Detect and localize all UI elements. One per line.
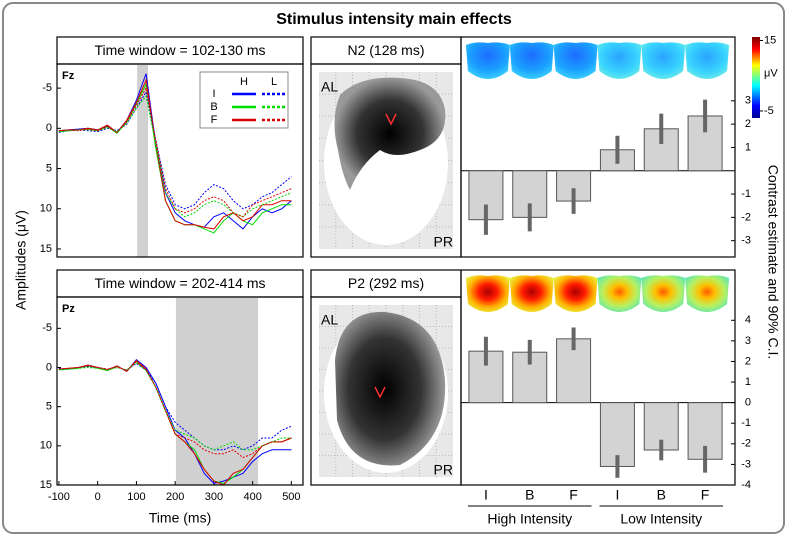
panel-title: Time window = 102-130 ms [94, 42, 265, 58]
legend-column: L [271, 76, 277, 88]
legend-row: B [210, 101, 217, 113]
y-tick-label: 5 [46, 162, 52, 174]
y-tick-label: 3 [745, 95, 751, 107]
x-tick-label: -100 [48, 491, 70, 503]
orientation-label: AL [321, 79, 338, 95]
y-tick-label: 0 [46, 122, 52, 134]
channel-label: Fz [62, 70, 75, 82]
topomap [685, 42, 730, 79]
colorbar [752, 37, 760, 118]
source-activation [334, 77, 446, 190]
y-tick-label: -2 [741, 438, 751, 450]
y-tick-label: -5 [42, 322, 52, 334]
topomap [553, 42, 598, 79]
x-tick-label: 100 [127, 491, 145, 503]
y-axis-label: Amplitudes (μV) [13, 210, 29, 310]
topomap [641, 42, 686, 79]
colorbar-tick-label: -5 [764, 105, 774, 117]
y-tick-label: -1 [741, 417, 751, 429]
y-tick-label: 15 [40, 479, 52, 491]
topomap [641, 275, 686, 312]
legend-row: F [211, 114, 218, 126]
figure-title: Stimulus intensity main effects [276, 11, 512, 28]
y-tick-label: -1 [741, 188, 751, 200]
legend-row: I [212, 88, 215, 100]
y-tick-label: -3 [741, 458, 751, 470]
plot-box [56, 63, 304, 258]
legend-box [199, 71, 289, 129]
topomap [465, 42, 510, 79]
plot-box [56, 296, 304, 486]
topomap [465, 275, 510, 312]
source-title: P2 (292 ms) [348, 275, 424, 291]
topomap [597, 275, 642, 312]
y-tick-label: 1 [745, 141, 751, 153]
y-tick-label: 2 [745, 355, 751, 367]
x-tick-label: 200 [166, 491, 184, 503]
y-tick-label: 0 [46, 361, 52, 373]
y-tick-label: -4 [741, 479, 751, 491]
series-line [58, 90, 292, 210]
y-tick-label: 5 [46, 401, 52, 413]
y-tick-label: 2 [745, 118, 751, 130]
series-line [58, 78, 292, 230]
x-tick-label: 300 [205, 491, 223, 503]
category-label: I [615, 487, 619, 503]
channel-label: Pz [62, 303, 75, 315]
source-peak [385, 113, 397, 126]
topomap [685, 275, 730, 312]
series-line [58, 86, 292, 218]
topomap [597, 42, 642, 79]
series-line [58, 362, 292, 451]
source-activation [335, 311, 446, 466]
x-tick-label: 400 [243, 491, 261, 503]
topomap [509, 275, 554, 312]
group-label: Low Intensity [620, 511, 702, 527]
time-window [175, 297, 259, 485]
time-window [137, 64, 149, 257]
y-tick-label: 1 [745, 376, 751, 388]
y-tick-label: 15 [40, 243, 52, 255]
topomap [509, 42, 554, 79]
source-box [310, 296, 462, 486]
group-label: High Intensity [487, 511, 572, 527]
y-tick-label: -5 [42, 82, 52, 94]
y-tick-label: -3 [741, 235, 751, 247]
orientation-label: PR [434, 234, 453, 250]
y-tick-label: 4 [745, 314, 751, 326]
y-tick-label: -2 [741, 211, 751, 223]
colorbar-label: μV [764, 67, 778, 79]
source-box [310, 63, 462, 258]
y-tick-label: 3 [745, 335, 751, 347]
topomap [553, 275, 598, 312]
category-label: F [701, 487, 710, 503]
contrast-axis-label: Contrast estimate and 90% C.I. [765, 165, 781, 360]
panel-title: Time window = 202-414 ms [94, 275, 265, 291]
source-title: N2 (128 ms) [347, 42, 424, 58]
y-tick-label: 0 [745, 397, 751, 409]
category-label: B [657, 487, 666, 503]
x-tick-label: 0 [95, 491, 101, 503]
orientation-label: PR [434, 462, 453, 478]
legend-column: H [240, 76, 248, 88]
y-tick-label: 10 [40, 440, 52, 452]
x-axis-label: Time (ms) [149, 510, 211, 526]
x-tick-label: 500 [282, 491, 300, 503]
category-label: F [569, 487, 578, 503]
category-label: B [525, 487, 534, 503]
y-tick-label: 10 [40, 203, 52, 215]
colorbar-tick-label: 15 [764, 34, 776, 46]
series-line [58, 361, 292, 459]
orientation-label: AL [321, 312, 338, 328]
bar [556, 338, 592, 404]
category-label: I [484, 487, 488, 503]
source-peak [374, 386, 386, 399]
